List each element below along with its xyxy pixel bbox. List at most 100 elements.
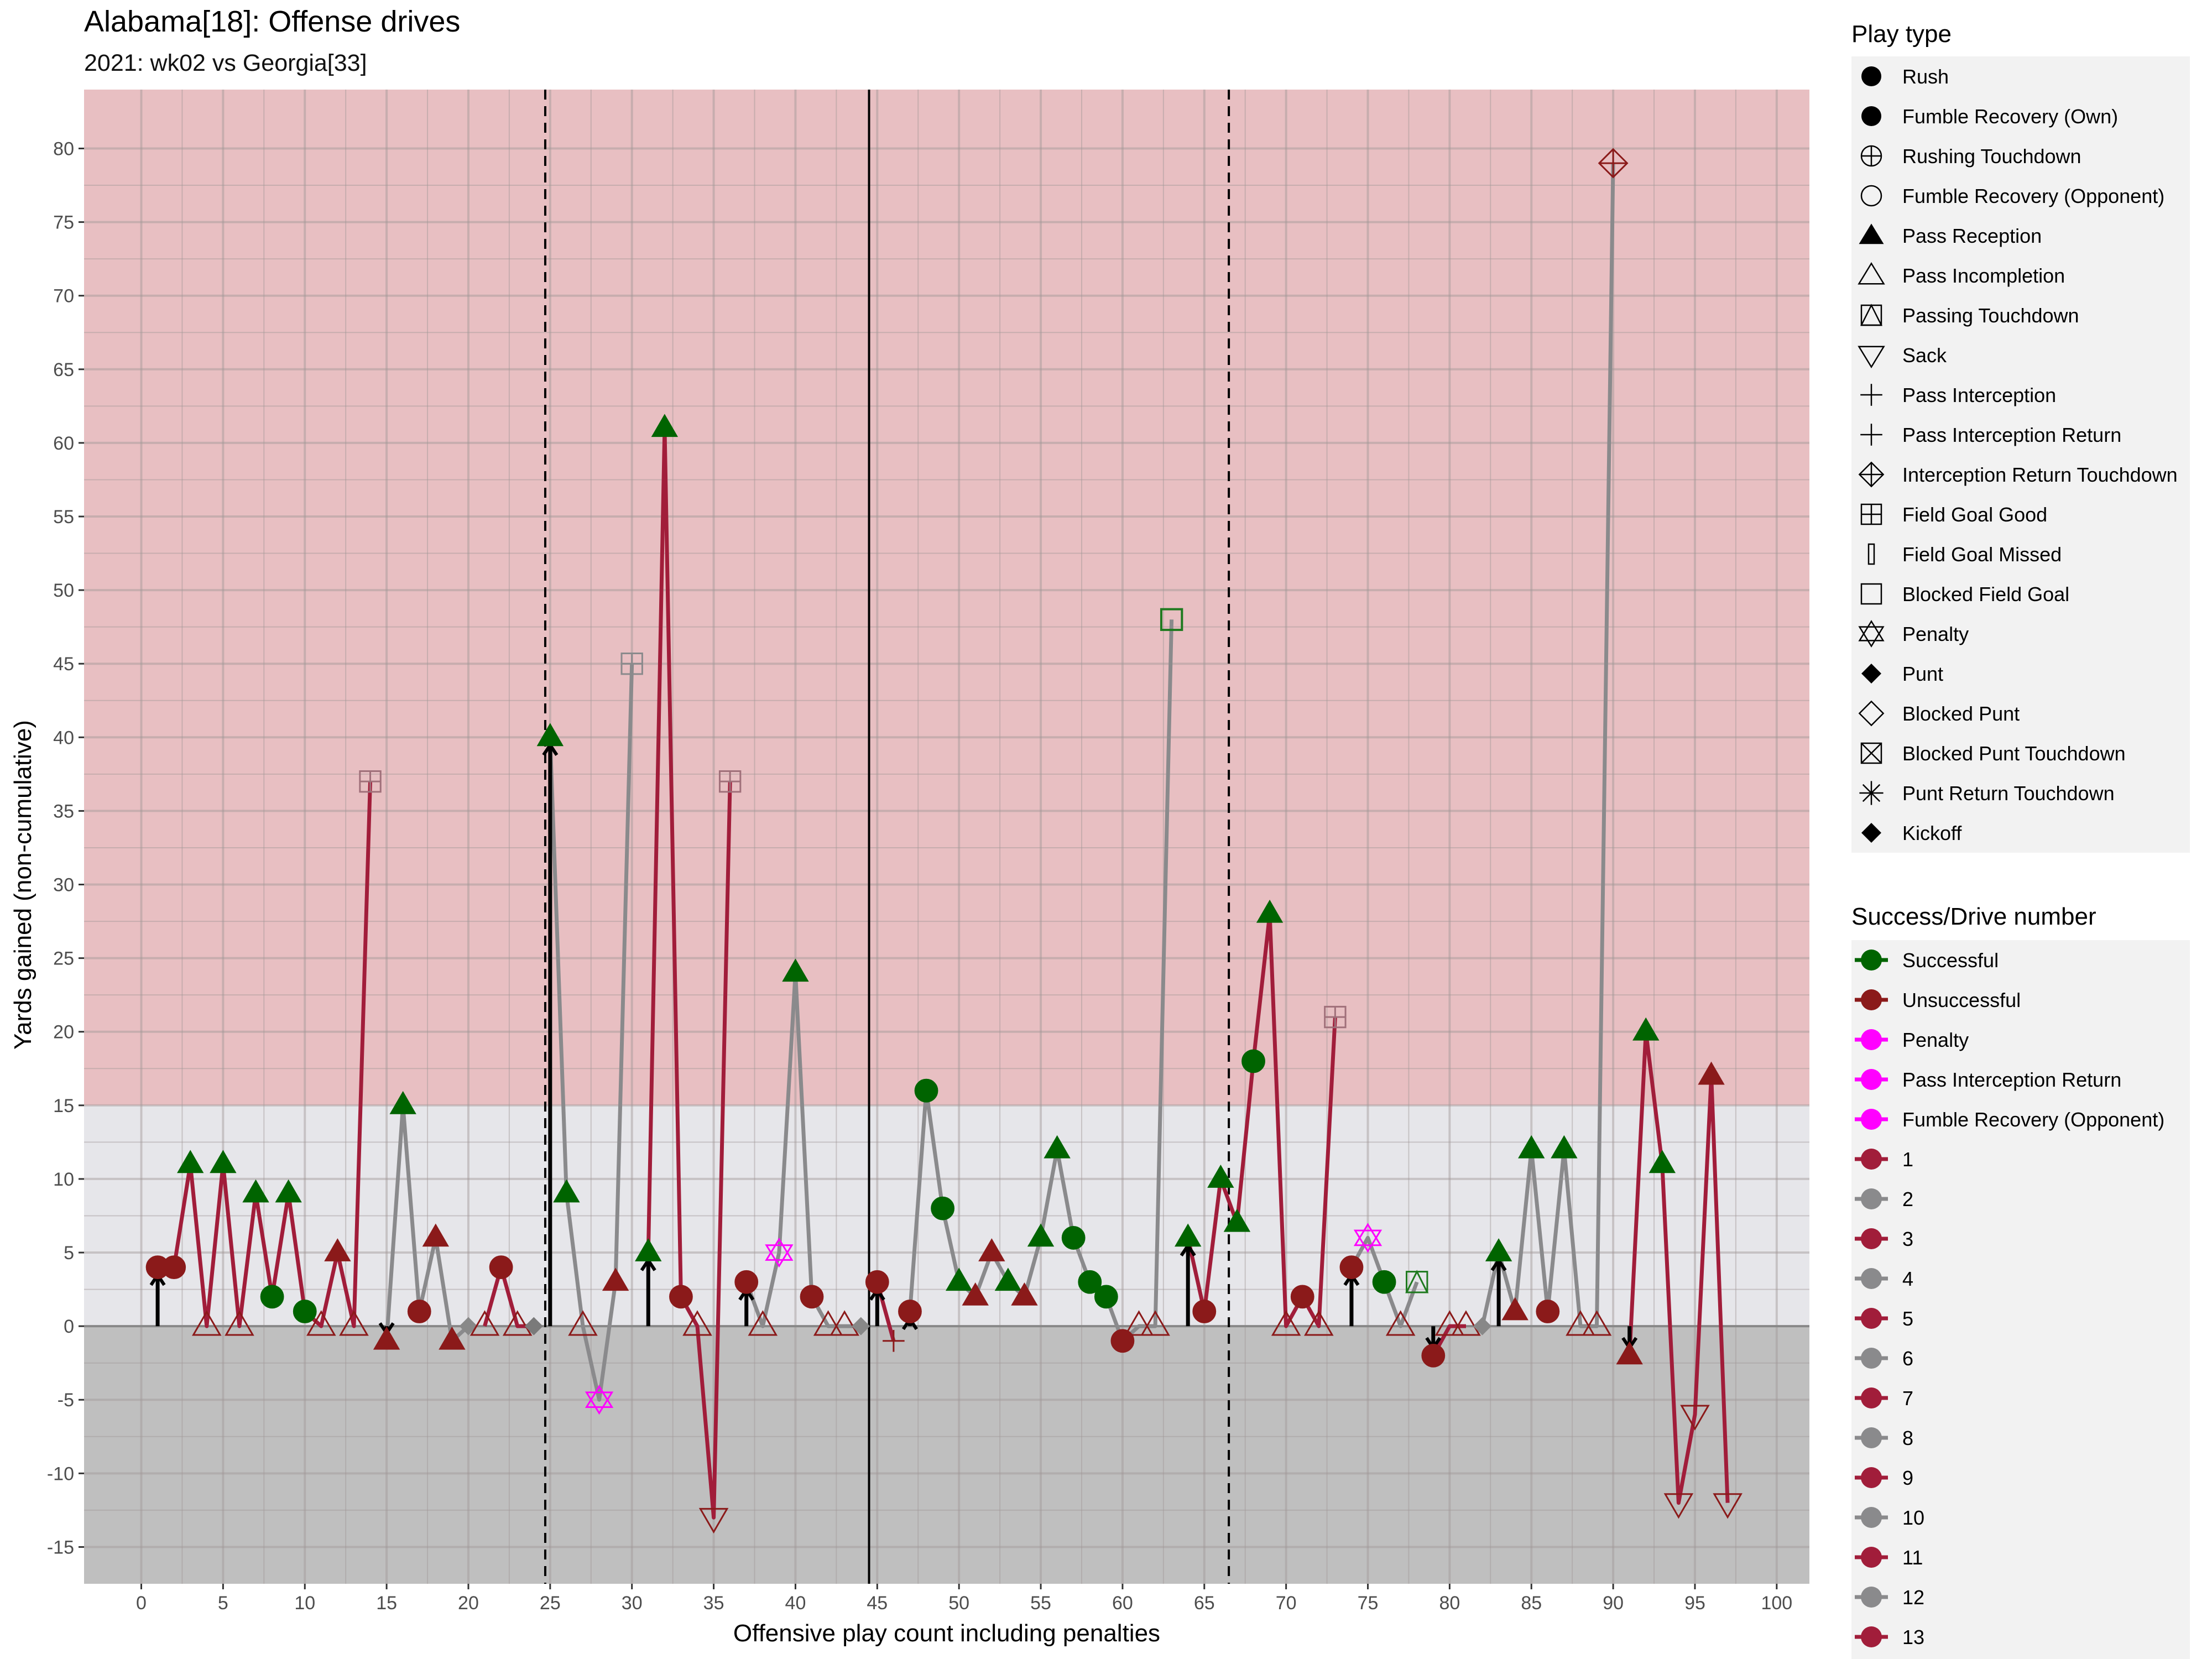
legend-label: Blocked Punt Touchdown bbox=[1902, 742, 2126, 765]
legend-label: 7 bbox=[1902, 1387, 1913, 1410]
play-point-rush bbox=[1078, 1270, 1102, 1294]
circle-plus-icon bbox=[1860, 145, 1882, 167]
legend-dot-swatch bbox=[1861, 1427, 1882, 1448]
play-point-rush bbox=[669, 1285, 693, 1309]
play-point-pass-incompletion bbox=[1124, 1310, 1154, 1336]
legend-label: Fumble Recovery (Own) bbox=[1902, 105, 2118, 128]
play-point-pass-incompletion bbox=[339, 1310, 369, 1336]
band-2 bbox=[84, 1326, 1809, 1584]
play-point-sack bbox=[1663, 1493, 1694, 1519]
y-tick-label: 80 bbox=[53, 138, 74, 159]
x-tick-label: 45 bbox=[867, 1593, 888, 1614]
legend-label: Interception Return Touchdown bbox=[1902, 463, 2178, 486]
play-point-pass-incompletion bbox=[1451, 1310, 1481, 1336]
play-point-pass-reception bbox=[1044, 1135, 1071, 1159]
legend-dot-swatch bbox=[1861, 1149, 1882, 1170]
x-tick-label: 75 bbox=[1358, 1593, 1379, 1614]
legend-label: 5 bbox=[1902, 1307, 1913, 1330]
x-tick-label: 60 bbox=[1112, 1593, 1133, 1614]
x-tick-label: 25 bbox=[540, 1593, 561, 1614]
y-tick-label: 20 bbox=[53, 1022, 74, 1043]
legend-dot-swatch bbox=[1861, 1069, 1882, 1090]
legend-dot-swatch bbox=[1861, 1387, 1882, 1408]
play-point-penalty bbox=[585, 1385, 614, 1415]
legend-label: Passing Touchdown bbox=[1902, 304, 2079, 327]
play-point-pass-reception bbox=[373, 1326, 400, 1350]
play-point-pass-reception bbox=[536, 723, 564, 747]
x-tick-label: 5 bbox=[218, 1593, 228, 1614]
legend-item-filled-triangle: Pass Reception bbox=[1859, 223, 2042, 247]
play-point-punt bbox=[1473, 1317, 1492, 1335]
legend-item-filled-diamond: Kickoff bbox=[1861, 822, 1962, 844]
play-point-rush bbox=[931, 1196, 955, 1220]
legend-dot-swatch bbox=[1861, 1188, 1882, 1209]
chart-subtitle: 2021: wk02 vs Georgia[33] bbox=[84, 50, 367, 76]
play-point-penalty bbox=[1353, 1223, 1383, 1253]
legend-label: Pass Reception bbox=[1902, 225, 2042, 247]
y-tick-label: 60 bbox=[53, 433, 74, 454]
play-point-pass-reception bbox=[1485, 1238, 1512, 1261]
play-point-blocked-field-goal bbox=[1160, 608, 1183, 632]
square-plus-icon bbox=[1860, 503, 1882, 525]
play-point-rush bbox=[1094, 1285, 1118, 1309]
legend-item-open-diamond: Blocked Punt bbox=[1858, 700, 2020, 727]
play-point-punt bbox=[524, 1317, 543, 1335]
play-point-pass-incompletion bbox=[502, 1310, 533, 1336]
legend-label: Blocked Punt bbox=[1902, 702, 2020, 725]
y-tick-label: -5 bbox=[58, 1390, 74, 1411]
drive-line-1 bbox=[158, 781, 372, 1328]
open-triangle-icon bbox=[1858, 262, 1885, 285]
success-drive-legend: Success/Drive number Successful Unsuccessf… bbox=[1851, 903, 2190, 1659]
legend-label: Field Goal Good bbox=[1902, 503, 2047, 526]
legend-item-open-square: Blocked Field Goal bbox=[1860, 583, 2069, 606]
chart-title: Alabama[18]: Offense drives bbox=[84, 5, 461, 38]
y-tick-label: 15 bbox=[53, 1095, 74, 1117]
play-point-rush bbox=[1110, 1329, 1135, 1353]
play-point-rush bbox=[865, 1270, 889, 1294]
legend-item-diamond-plus: Interception Return Touchdown bbox=[1858, 461, 2178, 488]
play-point-rush bbox=[489, 1255, 513, 1280]
play-point-rush bbox=[1192, 1300, 1217, 1323]
legend-label: Sack bbox=[1902, 344, 1947, 367]
legend-item-filled-diamond: Punt bbox=[1861, 662, 1943, 685]
success-legend-bg bbox=[1851, 940, 2190, 1659]
y-tick-label: 70 bbox=[53, 286, 74, 307]
play-point-pass-incompletion bbox=[1582, 1310, 1612, 1336]
legend-label: Pass Incompletion bbox=[1902, 264, 2065, 287]
legend-item-asterisk: Punt Return Touchdown bbox=[1859, 781, 2115, 805]
legend-item-success: 13 bbox=[1855, 1626, 1924, 1648]
open-triangle-down-icon bbox=[1858, 346, 1885, 369]
legend-item-star-of-david: Penalty bbox=[1858, 620, 1969, 648]
play-point-pass-reception bbox=[422, 1223, 450, 1247]
legend-dot-swatch bbox=[1861, 989, 1882, 1010]
legend-item-success: Pass Interception Return bbox=[1855, 1068, 2121, 1091]
play-point-pass-incompletion bbox=[1385, 1310, 1416, 1336]
x-axis-title: Offensive play count including penalties bbox=[733, 1620, 1160, 1647]
legend-label: Pass Interception Return bbox=[1902, 424, 2121, 446]
y-tick-label: 10 bbox=[53, 1169, 74, 1190]
legend-label: Kickoff bbox=[1902, 822, 1962, 844]
star-of-david-icon bbox=[1858, 620, 1885, 648]
y-tick-label: 50 bbox=[53, 580, 74, 601]
play-point-pass-incompletion bbox=[830, 1310, 859, 1336]
play-point-rush bbox=[1421, 1343, 1446, 1368]
legend-label: 4 bbox=[1902, 1267, 1913, 1290]
legend-label: Penalty bbox=[1902, 623, 1969, 645]
legend-label: Pass Interception Return bbox=[1902, 1068, 2121, 1091]
y-axis-title: Yards gained (non-cumulative) bbox=[9, 720, 36, 1050]
asterisk-icon bbox=[1859, 781, 1884, 805]
play-point-pass-reception bbox=[978, 1238, 1005, 1261]
x-tick-label: 30 bbox=[622, 1593, 643, 1614]
legend-item-success: 1 bbox=[1855, 1148, 1913, 1171]
play-point-pass-reception bbox=[1501, 1297, 1528, 1321]
open-square-icon bbox=[1860, 583, 1882, 605]
legend-label: Fumble Recovery (Opponent) bbox=[1902, 1108, 2164, 1131]
legend-item-success: Fumble Recovery (Opponent) bbox=[1855, 1108, 2164, 1131]
diamond-plus-icon bbox=[1858, 461, 1885, 488]
x-tick-label: 40 bbox=[785, 1593, 806, 1614]
legend-dot-swatch bbox=[1861, 1228, 1882, 1249]
play-point-pass-reception bbox=[651, 414, 679, 437]
legend-item-success: 3 bbox=[1855, 1228, 1913, 1250]
legend-dot-swatch bbox=[1861, 1029, 1882, 1050]
